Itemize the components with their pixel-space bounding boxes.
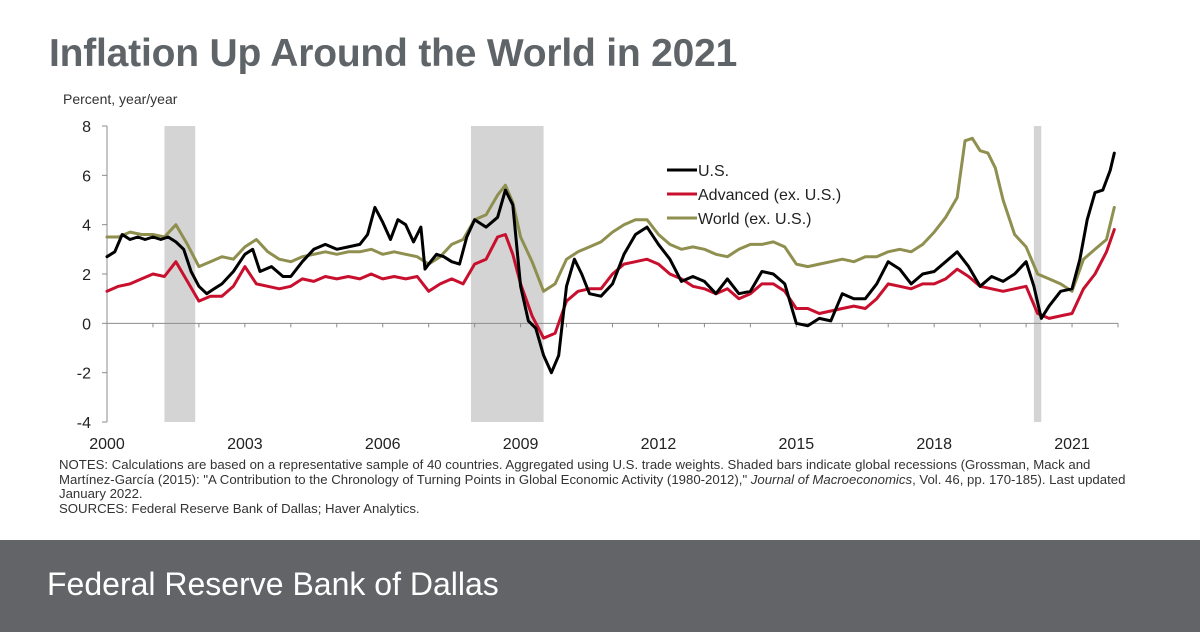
notes-block: NOTES: Calculations are based on a repre… [59, 457, 1149, 516]
footer-bank-name: Federal Reserve Bank of Dallas [47, 566, 499, 602]
legend: U.S. Advanced (ex. U.S.) World (ex. U.S.) [667, 163, 841, 228]
x-tick-label: 2015 [779, 436, 815, 453]
y-tick-label: 0 [82, 316, 91, 333]
notes-text: NOTES: Calculations are based on a repre… [59, 457, 1091, 487]
x-tick-label: 2003 [227, 436, 263, 453]
notes-text-end: , Vol. 46, pp. 170-185). Last updated Ja… [59, 471, 1126, 502]
recession-bar [470, 126, 544, 422]
legend-label: U.S. [698, 163, 729, 180]
x-tick-label: 2018 [916, 436, 952, 453]
x-tick-label: 2000 [89, 436, 125, 453]
x-tick-label: 2021 [1054, 436, 1090, 453]
sources-text: SOURCES: Federal Reserve Bank of Dallas;… [59, 500, 420, 516]
legend-label: Advanced (ex. U.S.) [698, 187, 841, 204]
recession-bars [164, 126, 1042, 422]
chart-title: Inflation Up Around the World in 2021 [49, 32, 738, 75]
inflation-chart: 8 6 4 2 0 -2 -4 2000 2003 2006 2009 2012 2015 2018 202… [63, 91, 1119, 453]
footer-bar: Federal Reserve Bank of Dallas [0, 540, 1200, 632]
recession-bar [164, 126, 196, 422]
y-tick-label: 8 [82, 119, 91, 136]
x-tick-label: 2009 [503, 436, 539, 453]
legend-label: World (ex. U.S.) [698, 211, 812, 228]
series-lines [105, 136, 1116, 375]
series-line-1 [105, 228, 1116, 340]
x-tick-label: 2012 [641, 436, 677, 453]
journal-name: Journal of Macroeconomics [750, 471, 913, 487]
x-tick-label: 2006 [365, 436, 401, 453]
axes: 8 6 4 2 0 -2 -4 2000 2003 2006 2009 2012 2015 2018 202… [77, 119, 1119, 453]
series-line-2 [105, 136, 1116, 293]
series-line-0 [105, 151, 1116, 375]
y-tick-label: 6 [82, 168, 91, 185]
y-tick-label: -4 [77, 415, 91, 432]
y-tick-label: 2 [82, 267, 91, 284]
y-tick-label: 4 [82, 218, 91, 235]
y-axis-label: Percent, year/year [63, 91, 178, 107]
notes-paragraph: NOTES: Calculations are based on a repre… [59, 457, 1149, 502]
y-tick-label: -2 [77, 366, 91, 383]
